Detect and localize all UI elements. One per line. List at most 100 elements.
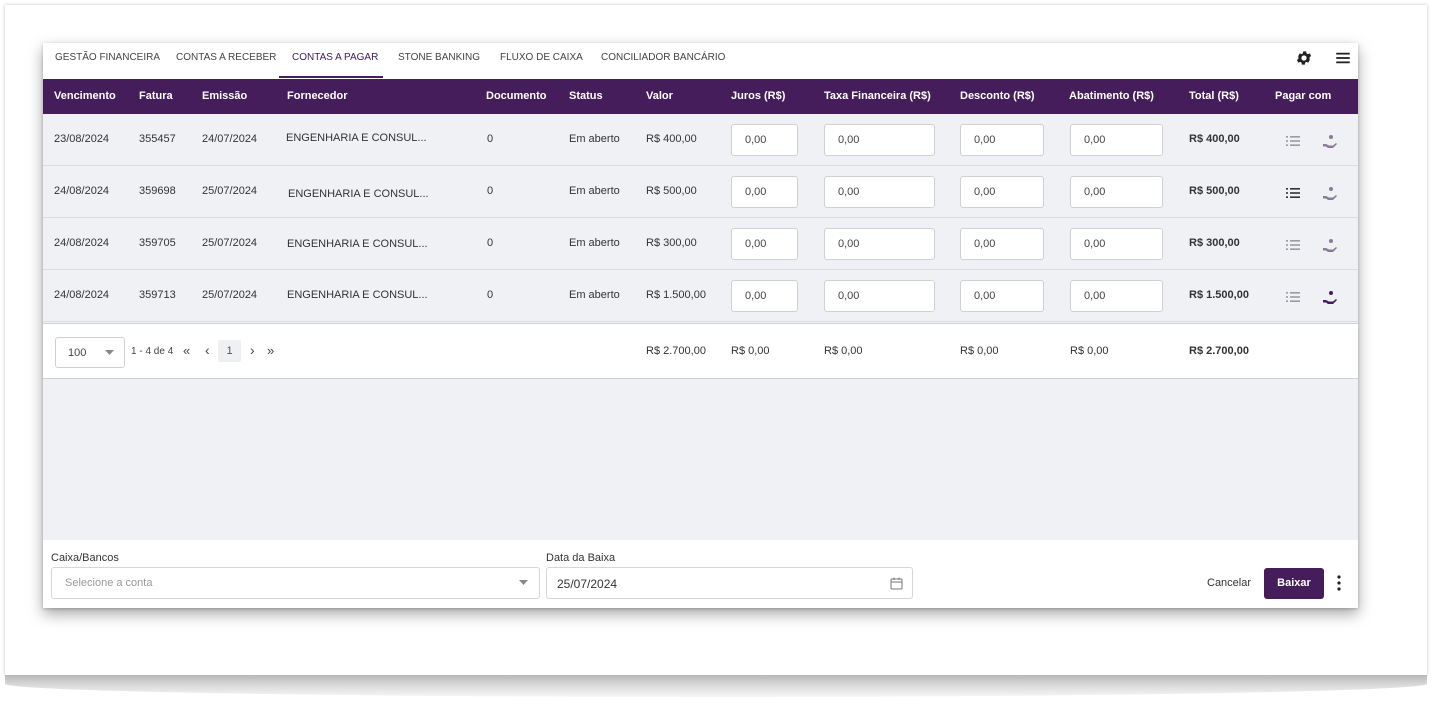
table-header: Vencimento Fatura Emissão Fornecedor Doc… [43,79,1358,114]
module-tab-bar: GESTÃO FINANCEIRA CONTAS A RECEBER CONTA… [43,43,1358,79]
tab-contas-a-receber[interactable]: CONTAS A RECEBER [176,52,277,63]
col-pagar-com: Pagar com [1275,90,1332,102]
list-icon[interactable] [1285,289,1301,305]
table-row[interactable]: 23/08/2024 355457 24/07/2024 ENGENHARIA … [43,114,1358,166]
desconto-input[interactable]: 0,00 [960,280,1044,312]
col-vencimento[interactable]: Vencimento [54,90,116,102]
cancel-button[interactable]: Cancelar [1207,577,1252,589]
col-status[interactable]: Status [569,90,603,102]
cell-fatura: 359713 [139,289,176,301]
col-fornecedor[interactable]: Fornecedor [287,90,348,102]
cell-documento: 0 [487,289,494,301]
cell-emissao: 24/07/2024 [202,133,258,145]
cell-fornecedor: ENGENHARIA E CONSUL... [286,132,427,144]
desconto-input[interactable]: 0,00 [960,124,1044,156]
first-page-button[interactable]: « [183,343,191,358]
list-icon[interactable] [1285,133,1301,149]
last-page-button[interactable]: » [267,343,275,358]
cell-total: R$ 500,00 [1189,185,1240,197]
pagination-range: 1 - 4 de 4 [131,346,174,357]
cell-fatura: 359698 [139,185,176,197]
data-baixa-label: Data da Baixa [546,552,616,564]
next-page-button[interactable]: › [250,342,255,358]
tab-gestao-financeira[interactable]: GESTÃO FINANCEIRA [55,52,161,63]
caixa-bancos-placeholder: Selecione a conta [65,577,153,589]
cell-vencimento: 24/08/2024 [54,185,110,197]
data-baixa-field[interactable]: 25/07/2024 [546,567,913,599]
table-row[interactable]: 24/08/2024 359705 25/07/2024 ENGENHARIA … [43,218,1358,270]
cell-valor: R$ 400,00 [646,133,697,145]
col-documento[interactable]: Documento [486,90,547,102]
desconto-input[interactable]: 0,00 [960,176,1044,208]
cell-emissao: 25/07/2024 [202,237,258,249]
col-taxa-financeira[interactable]: Taxa Financeira (R$) [824,90,931,102]
menu-icon[interactable] [1334,49,1352,67]
calendar-icon[interactable] [890,577,903,590]
col-emissao[interactable]: Emissão [202,90,248,102]
tab-stone-banking[interactable]: STONE BANKING [398,52,481,63]
total-taxa-financeira: R$ 0,00 [824,345,863,357]
juros-input[interactable]: 0,00 [731,280,798,312]
gear-icon[interactable] [1295,49,1313,67]
cell-valor: R$ 300,00 [646,237,697,249]
cell-vencimento: 23/08/2024 [54,133,110,145]
col-fatura[interactable]: Fatura [139,90,173,102]
taxa-financeira-input[interactable]: 0,00 [824,176,935,208]
tab-contas-a-pagar[interactable]: CONTAS A PAGAR [292,52,379,63]
active-tab-indicator [279,76,383,78]
desconto-input[interactable]: 0,00 [960,228,1044,260]
taxa-financeira-input[interactable]: 0,00 [824,124,935,156]
accounts-payable-window: GESTÃO FINANCEIRA CONTAS A RECEBER CONTA… [43,43,1358,608]
payment-action-bar: Caixa/Bancos Selecione a conta Data da B… [43,540,1358,608]
cell-status: Em aberto [569,237,620,249]
cell-valor: R$ 1.500,00 [646,289,706,301]
col-valor[interactable]: Valor [646,90,673,102]
chevron-down-icon [105,350,114,355]
current-page[interactable]: 1 [218,340,241,362]
abatimento-input[interactable]: 0,00 [1070,228,1163,260]
cell-fornecedor: ENGENHARIA E CONSUL... [287,238,428,250]
caixa-bancos-label: Caixa/Bancos [51,552,119,564]
cell-documento: 0 [487,185,494,197]
cell-fornecedor: ENGENHARIA E CONSUL... [287,289,428,301]
list-icon[interactable] [1285,185,1301,201]
abatimento-input[interactable]: 0,00 [1070,280,1163,312]
col-abatimento[interactable]: Abatimento (R$) [1069,90,1154,102]
cell-documento: 0 [487,133,494,145]
baixar-button[interactable]: Baixar [1264,568,1324,599]
table-row[interactable]: 24/08/2024 359698 25/07/2024 ENGENHARIA … [43,166,1358,218]
total-valor: R$ 2.700,00 [646,345,706,357]
chevron-down-icon [519,580,528,585]
hand-coin-icon[interactable] [1322,237,1338,253]
juros-input[interactable]: 0,00 [731,176,798,208]
hand-coin-icon[interactable] [1322,185,1338,201]
cell-fatura: 359705 [139,237,176,249]
caixa-bancos-select[interactable]: Selecione a conta [51,567,540,599]
col-juros[interactable]: Juros (R$) [731,90,786,102]
juros-input[interactable]: 0,00 [731,124,798,156]
prev-page-button[interactable]: ‹ [205,342,210,358]
hand-coin-icon[interactable] [1322,133,1338,149]
page-size-select[interactable]: 100 [55,337,125,368]
juros-input[interactable]: 0,00 [731,228,798,260]
cell-vencimento: 24/08/2024 [54,237,110,249]
col-total[interactable]: Total (R$) [1189,90,1239,102]
tab-fluxo-de-caixa[interactable]: FLUXO DE CAIXA [500,52,583,63]
abatimento-input[interactable]: 0,00 [1070,124,1163,156]
cell-total: R$ 300,00 [1189,237,1240,249]
list-icon[interactable] [1285,237,1301,253]
col-desconto[interactable]: Desconto (R$) [960,90,1035,102]
cell-fatura: 355457 [139,133,176,145]
hand-coin-icon[interactable] [1322,289,1338,305]
tab-conciliador-bancario[interactable]: CONCILIADOR BANCÁRIO [601,52,726,63]
taxa-financeira-input[interactable]: 0,00 [824,228,935,260]
abatimento-input[interactable]: 0,00 [1070,176,1163,208]
more-options-icon[interactable] [1333,574,1345,592]
taxa-financeira-input[interactable]: 0,00 [824,280,935,312]
table-row[interactable]: 24/08/2024 359713 25/07/2024 ENGENHARIA … [43,270,1358,322]
cell-valor: R$ 500,00 [646,185,697,197]
cell-status: Em aberto [569,133,620,145]
total-abatimento: R$ 0,00 [1070,345,1109,357]
cell-emissao: 25/07/2024 [202,289,258,301]
page-curl-shadow [5,675,1427,697]
